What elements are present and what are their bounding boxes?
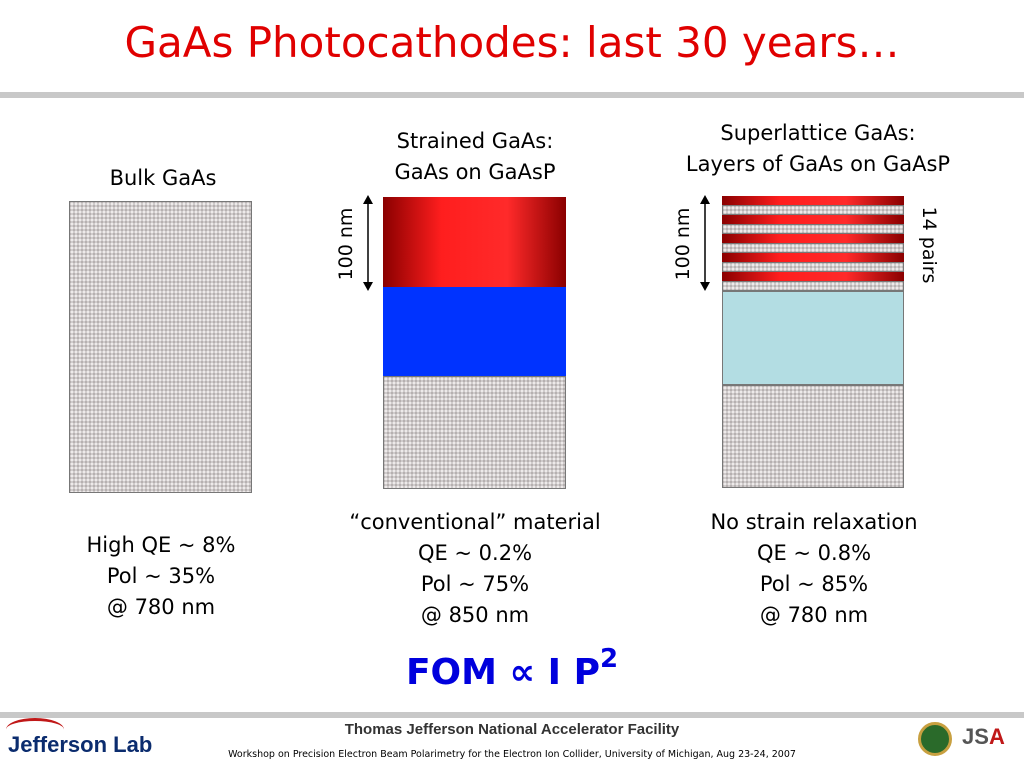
footer-divider: [0, 712, 1024, 718]
strained-spec-qe: QE ~ 0.2%: [417, 541, 533, 565]
superlattice-gaas-stripe: [722, 215, 904, 224]
superlattice-gaasp-gap: [722, 224, 904, 234]
header-divider: [0, 92, 1024, 98]
superlattice-spec-pol: Pol ~ 85%: [759, 572, 869, 596]
jefferson-lab-logo: Jefferson Lab: [6, 718, 152, 758]
superlattice-gaasp-gap: [722, 243, 904, 253]
strained-heading-line1: Strained GaAs:: [396, 129, 554, 153]
superlattice-buffer-layer: [722, 291, 904, 385]
jsa-logo: JSA: [962, 724, 1005, 750]
bulk-heading: Bulk GaAs: [109, 166, 217, 190]
strained-spec-wavelength: @ 850 nm: [420, 603, 530, 627]
superlattice-gaas-stripe: [722, 272, 904, 281]
strained-heading: Strained GaAs: GaAs on GaAsP: [345, 126, 605, 188]
superlattice-substrate-layer: [722, 385, 904, 488]
jsa-logo-a: A: [988, 724, 1005, 749]
bulk-spec-pol: Pol ~ 35%: [106, 564, 216, 588]
superlattice-heading-line1: Superlattice GaAs:: [720, 121, 916, 145]
bulk-spec-qe: High QE ~ 8%: [86, 533, 236, 557]
bulk-specs: High QE ~ 8% Pol ~ 35% @ 780 nm: [31, 530, 291, 623]
superlattice-stack: [722, 196, 904, 488]
superlattice-spec-wavelength: @ 780 nm: [759, 603, 869, 627]
superlattice-gaas-stripe: [722, 234, 904, 243]
superlattice-thickness-label: 100 nm: [672, 207, 694, 281]
strained-gaas-layer: [383, 197, 566, 287]
superlattice-gaasp-gap: [722, 205, 904, 215]
strained-specs: “conventional” material QE ~ 0.2% Pol ~ …: [315, 507, 635, 631]
superlattice-pairs-label: 14 pairs: [918, 206, 940, 284]
strained-spec-material: “conventional” material: [349, 510, 601, 534]
fom-formula-exponent: 2: [599, 644, 619, 674]
fom-formula-text: FOM ∝ I P: [405, 652, 600, 693]
superlattice-spec-qe: QE ~ 0.8%: [756, 541, 872, 565]
jsa-logo-s: S: [974, 724, 989, 749]
strained-spec-pol: Pol ~ 75%: [420, 572, 530, 596]
superlattice-gaas-stripe: [722, 196, 904, 205]
superlattice-gaas-stripe: [722, 253, 904, 262]
superlattice-thickness-arrow: [700, 195, 710, 291]
strained-stack: [383, 197, 566, 489]
superlattice-specs: No strain relaxation QE ~ 0.8% Pol ~ 85%…: [654, 507, 974, 631]
slide-title: GaAs Photocathodes: last 30 years…: [124, 18, 900, 67]
superlattice-spec-strain: No strain relaxation: [710, 510, 918, 534]
superlattice-heading-line2: Layers of GaAs on GaAsP: [685, 152, 951, 176]
doe-seal-icon: [918, 722, 952, 756]
strained-thickness-label: 100 nm: [335, 207, 357, 281]
bulk-gaas-block: [69, 201, 252, 493]
strained-heading-line2: GaAs on GaAsP: [394, 160, 556, 184]
strained-thickness-arrow: [363, 195, 373, 291]
superlattice-gaasp-gap: [722, 281, 904, 291]
fom-formula: FOM ∝ I P2: [0, 644, 1024, 693]
bulk-spec-wavelength: @ 780 nm: [106, 595, 216, 619]
strained-substrate-layer: [383, 376, 566, 489]
facility-name: Thomas Jefferson National Accelerator Fa…: [344, 721, 680, 738]
superlattice-heading: Superlattice GaAs: Layers of GaAs on GaA…: [638, 118, 998, 180]
workshop-citation: Workshop on Precision Electron Beam Pola…: [228, 749, 796, 760]
jefferson-lab-arc-icon: [6, 718, 64, 741]
superlattice-gaasp-gap: [722, 262, 904, 272]
gaasp-layer: [383, 287, 566, 376]
jsa-logo-j: J: [962, 724, 975, 749]
